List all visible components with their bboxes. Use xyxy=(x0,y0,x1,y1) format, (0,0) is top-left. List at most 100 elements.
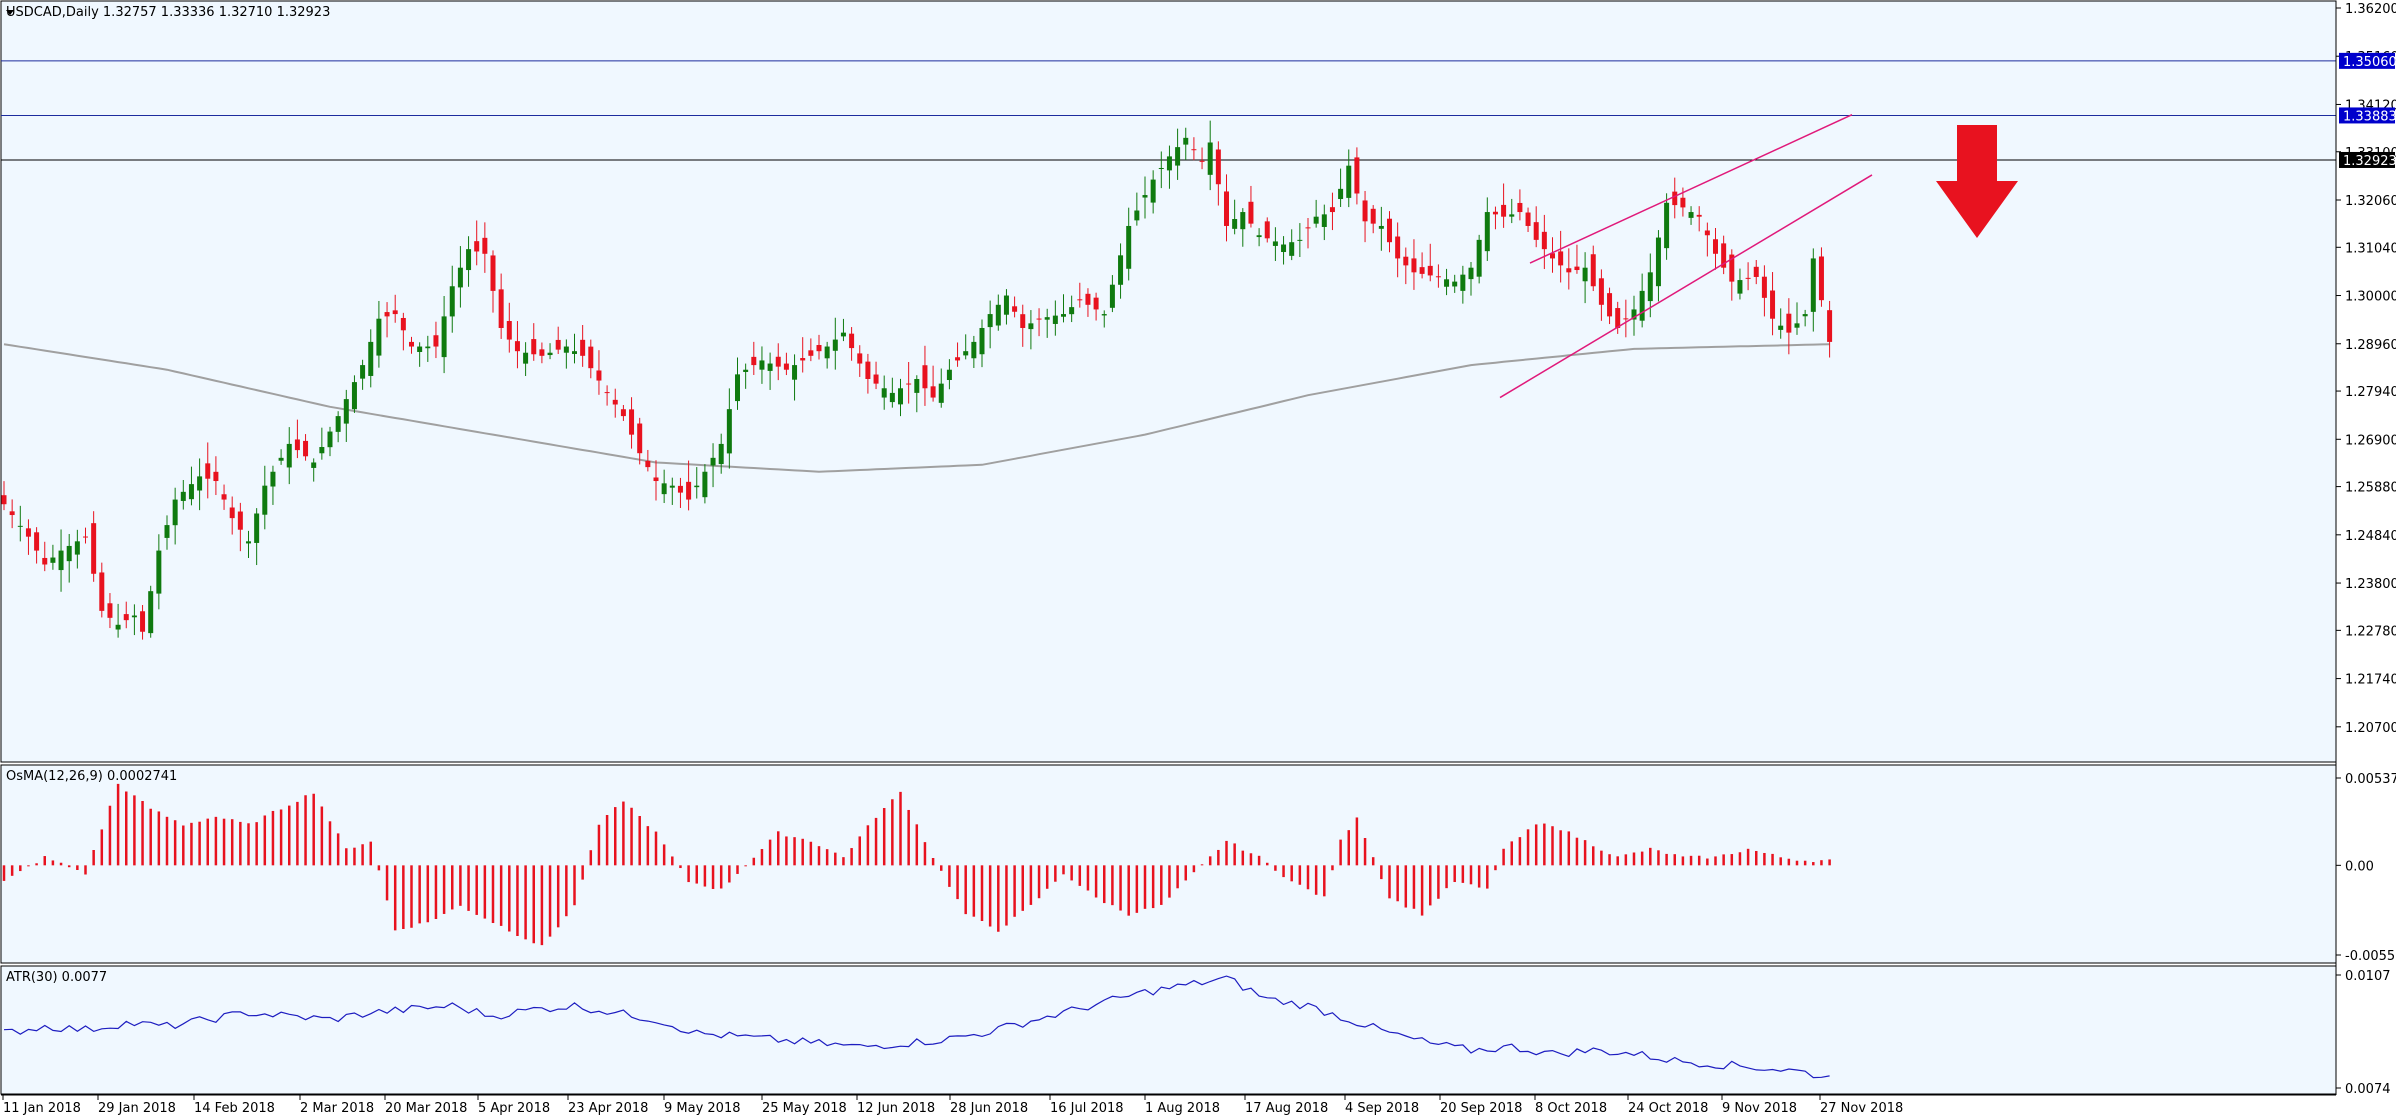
candle-body xyxy=(1533,222,1539,240)
candle-body xyxy=(726,409,732,454)
candle-body xyxy=(1615,308,1621,328)
candle-body xyxy=(400,317,406,331)
candle-body xyxy=(156,550,162,594)
candle-body xyxy=(963,351,969,356)
candle-body xyxy=(131,615,137,618)
time-tick-label: 1 Aug 2018 xyxy=(1145,1101,1220,1116)
candle-body xyxy=(1207,142,1213,175)
candle-body xyxy=(563,346,569,353)
candle-body xyxy=(1085,293,1091,305)
trend-channel xyxy=(1499,113,1873,399)
candle-body xyxy=(857,353,863,364)
candle-body xyxy=(1020,314,1026,328)
candle-body xyxy=(987,314,993,328)
atr-axis: 0.0107 0.0074 xyxy=(2336,969,2391,1097)
candle-body xyxy=(1558,251,1564,266)
candle-body xyxy=(930,386,936,398)
price-pane-frame xyxy=(0,0,2337,763)
candle-body xyxy=(1704,230,1710,236)
candle-body xyxy=(1329,207,1335,213)
candle-body xyxy=(262,485,268,515)
price-tick-label: 1.22780 xyxy=(2345,624,2396,639)
candle-body xyxy=(995,304,1001,326)
candle-body xyxy=(1061,314,1066,317)
candle-body xyxy=(1362,200,1368,222)
candle-body xyxy=(718,443,724,465)
upper-trend-line[interactable] xyxy=(1529,113,1853,264)
candle-body xyxy=(1232,219,1238,229)
time-tick-label: 4 Sep 2018 xyxy=(1345,1101,1419,1116)
candle-body xyxy=(881,388,887,398)
time-tick-label: 5 Apr 2018 xyxy=(478,1101,550,1116)
candle-body xyxy=(816,345,822,352)
candle-body xyxy=(1647,272,1653,302)
candle-body xyxy=(148,591,154,634)
candle-body xyxy=(1077,299,1083,301)
candle-body xyxy=(42,557,48,565)
candle-body xyxy=(840,332,846,337)
candle-body xyxy=(1118,255,1124,285)
candle-body xyxy=(523,352,529,364)
candle-body xyxy=(800,358,806,361)
candle-body xyxy=(1753,266,1759,277)
time-tick-label: 25 May 2018 xyxy=(762,1101,847,1116)
candle-body xyxy=(205,463,211,479)
candle-body xyxy=(237,511,243,530)
time-tick-label: 17 Aug 2018 xyxy=(1245,1101,1328,1116)
candle-body xyxy=(1761,276,1767,298)
candle-body xyxy=(1142,195,1148,198)
candle-body xyxy=(1427,265,1433,276)
candle-body xyxy=(1721,243,1727,268)
candle-body xyxy=(17,525,23,527)
candle-body xyxy=(1166,156,1172,171)
candle-body xyxy=(1623,318,1629,320)
candle-body xyxy=(1501,204,1507,217)
candle-body xyxy=(1370,208,1376,224)
price-tag xyxy=(2339,52,2395,69)
candle-body xyxy=(1688,212,1694,218)
candle-body xyxy=(694,485,700,488)
price-tick-label: 1.32060 xyxy=(2345,194,2396,209)
candle-body xyxy=(1109,284,1115,308)
chevron-down-icon[interactable] xyxy=(6,10,14,15)
candle-body xyxy=(392,310,398,315)
candle-body xyxy=(1028,323,1034,330)
candle-body xyxy=(979,327,985,355)
candle-body xyxy=(946,369,952,381)
candle-body xyxy=(221,494,227,500)
candle-body xyxy=(1215,149,1221,185)
candle-body xyxy=(514,341,520,352)
candle-body xyxy=(1827,310,1833,342)
osma-pane-frame xyxy=(0,764,2337,964)
candle-body xyxy=(735,374,740,402)
candle-body xyxy=(1696,214,1702,217)
candle-body xyxy=(1574,266,1580,271)
price-tag-label: 1.33883 xyxy=(2343,109,2396,124)
candle-body xyxy=(327,431,333,448)
candle-body xyxy=(1484,212,1490,252)
candle-body xyxy=(629,409,635,435)
lower-trend-line[interactable] xyxy=(1499,174,1873,399)
osma-pane-title: OsMA(12,26,9) 0.0002741 xyxy=(6,769,177,784)
time-tick-label: 23 Apr 2018 xyxy=(568,1101,648,1116)
candle-body xyxy=(91,523,97,574)
candle-body xyxy=(1444,279,1450,287)
candle-body xyxy=(286,443,292,468)
candle-body xyxy=(498,289,504,328)
candle-body xyxy=(1468,267,1474,280)
atr-pane-frame xyxy=(0,965,2337,1095)
price-tick-label: 1.25880 xyxy=(2345,481,2396,496)
candle-body xyxy=(1175,147,1181,166)
candle-body xyxy=(409,341,414,347)
down-arrow-shape xyxy=(1936,125,2018,238)
candle-body xyxy=(743,369,749,372)
candle-body xyxy=(1492,211,1498,215)
candle-body xyxy=(889,392,895,403)
time-tick-label: 9 Nov 2018 xyxy=(1722,1101,1797,1116)
candle-body xyxy=(1036,318,1042,320)
candle-body xyxy=(1794,323,1800,328)
candle-body xyxy=(74,541,80,555)
atr-pane-title: ATR(30) 0.0077 xyxy=(6,970,107,985)
price-pane-title: USDCAD,Daily 1.32757 1.33336 1.32710 1.3… xyxy=(6,5,330,20)
candle-body xyxy=(1321,214,1327,227)
